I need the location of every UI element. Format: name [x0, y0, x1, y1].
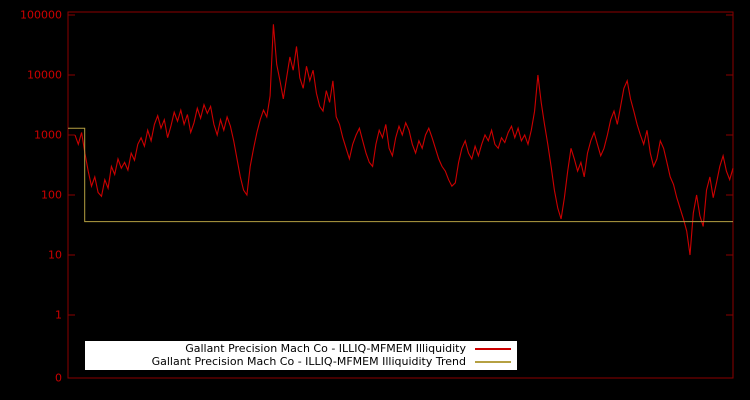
legend: Gallant Precision Mach Co - ILLIQ-MFMEM …	[85, 341, 517, 370]
legend-sample-illiquidity	[475, 347, 511, 350]
y-tick-label: 1000	[34, 129, 62, 142]
legend-label-trend: Gallant Precision Mach Co - ILLIQ-MFMEM …	[151, 355, 466, 368]
legend-sample-trend	[475, 360, 511, 363]
y-tick-label: 10	[48, 249, 62, 262]
trend-line	[68, 127, 733, 223]
plot-border	[67, 11, 734, 379]
y-tick-label: 1	[55, 309, 62, 322]
legend-label-illiquidity: Gallant Precision Mach Co - ILLIQ-MFMEM …	[185, 342, 466, 355]
legend-row-trend: Gallant Precision Mach Co - ILLIQ-MFMEM …	[85, 355, 513, 368]
y-tick-label: 100000	[20, 9, 62, 22]
y-tick-label: 10000	[27, 69, 62, 82]
illiquidity-line	[74, 24, 734, 256]
y-tick-label: 100	[41, 189, 62, 202]
legend-row-illiquidity: Gallant Precision Mach Co - ILLIQ-MFMEM …	[85, 342, 513, 355]
y-tick-label: 0	[55, 372, 62, 385]
